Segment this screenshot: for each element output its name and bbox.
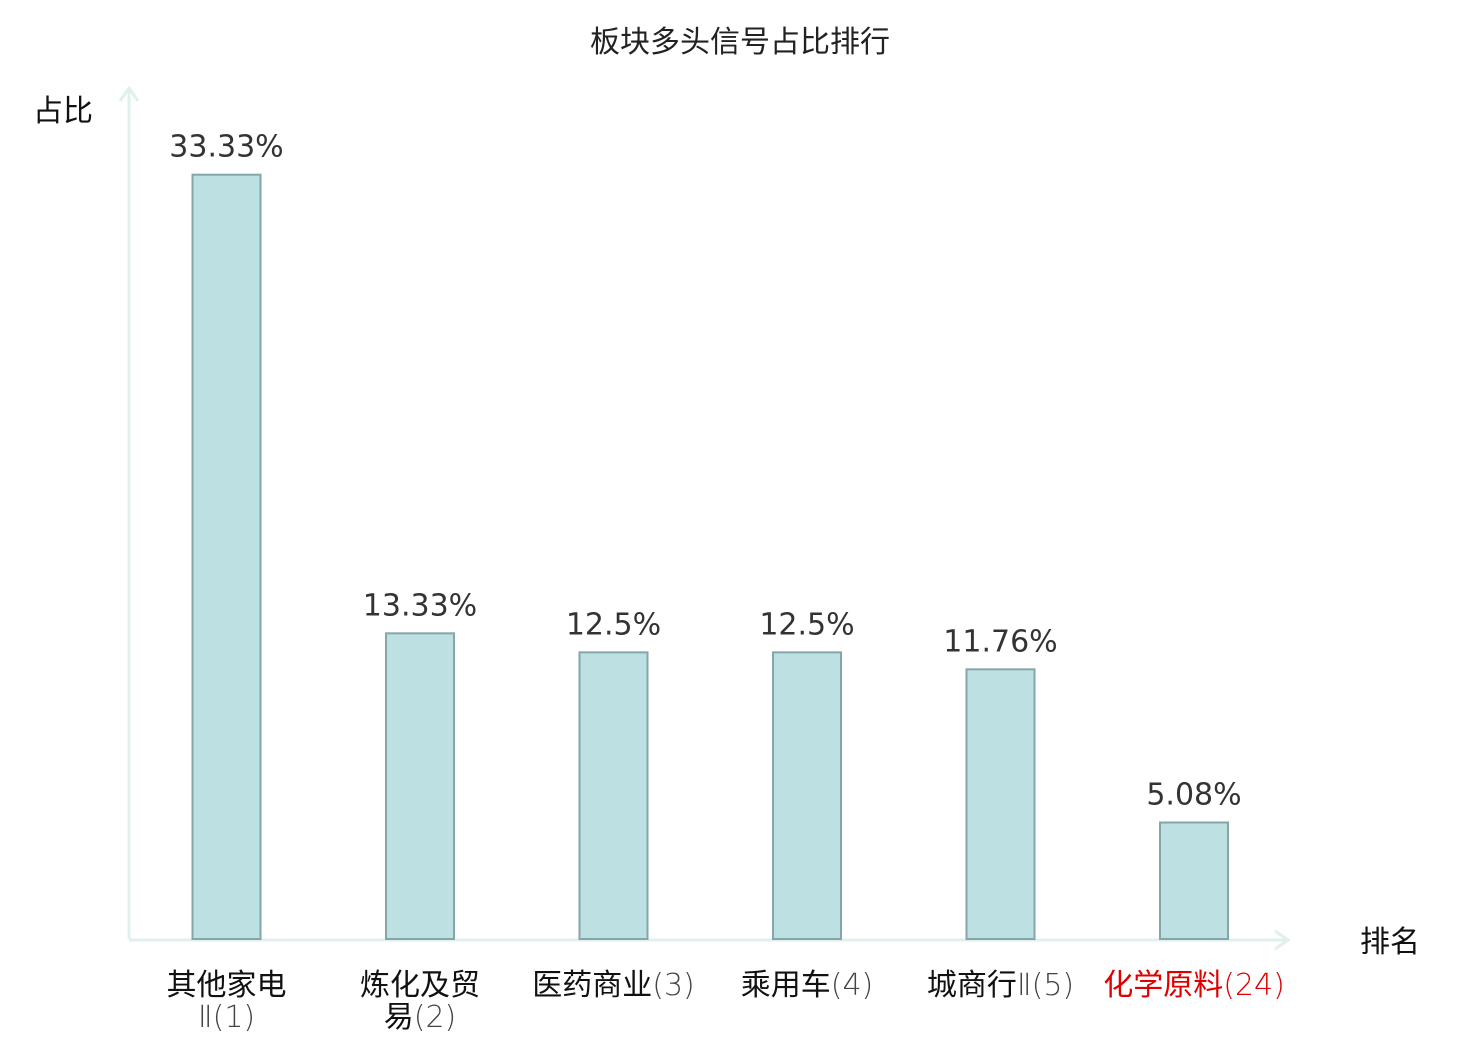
category-label-2-line-1: 炼化及贸 [360,968,480,1003]
category-label-2-line-2: 易(2) [384,1000,457,1035]
y-axis-arrow [118,85,140,102]
category-name: 其他家电 [167,968,287,1003]
category-label-1-line-1: 其他家电 [167,968,287,1003]
bar-2 [385,632,455,940]
value-label-4: 12.5% [759,607,854,642]
x-axis-arrow [1274,929,1291,951]
category-rank: (2) [414,1000,457,1035]
category-name: 乘用车 [741,968,831,1003]
value-label-1: 33.33% [169,130,283,165]
bar-5 [965,668,1036,941]
category-label-4-line-1: 乘用车(4) [741,968,874,1003]
axes [118,85,1291,951]
value-labels-group: 33.33% 13.33% 12.5% 12.5% 11.76% 5.08% [169,130,1241,813]
bar-6 [1159,821,1229,940]
category-rank: Ⅱ(1) [198,1000,255,1035]
value-label-5: 11.76% [943,624,1057,659]
category-rank: (3) [652,968,695,1003]
value-label-6: 5.08% [1146,778,1241,813]
category-rank: Ⅱ(5) [1017,968,1074,1003]
bar-1 [191,173,262,940]
category-name: 炼化及贸 [360,968,480,1003]
value-label-3: 12.5% [566,607,661,642]
category-label-1-line-2: Ⅱ(1) [198,1000,255,1035]
category-name: 易 [384,1000,414,1035]
chart-title: 板块多头信号占比排行 [590,25,890,60]
bar-4 [772,651,842,940]
category-name: 医药商业 [532,968,652,1003]
value-label-2: 13.33% [363,588,477,623]
category-label-6-line-1: 化学原料(24) [1103,968,1285,1003]
category-label-5-line-1: 城商行Ⅱ(5) [927,968,1074,1003]
category-label-3-line-1: 医药商业(3) [532,968,695,1003]
category-rank: (24) [1223,968,1285,1003]
category-name: 城商行 [927,968,1017,1003]
bars-group [191,173,1229,941]
y-axis-label: 占比 [33,94,93,129]
category-name: 化学原料 [1103,968,1223,1003]
bar-3 [578,651,649,940]
category-rank: (4) [831,968,874,1003]
x-axis-label: 排名 [1360,925,1420,960]
